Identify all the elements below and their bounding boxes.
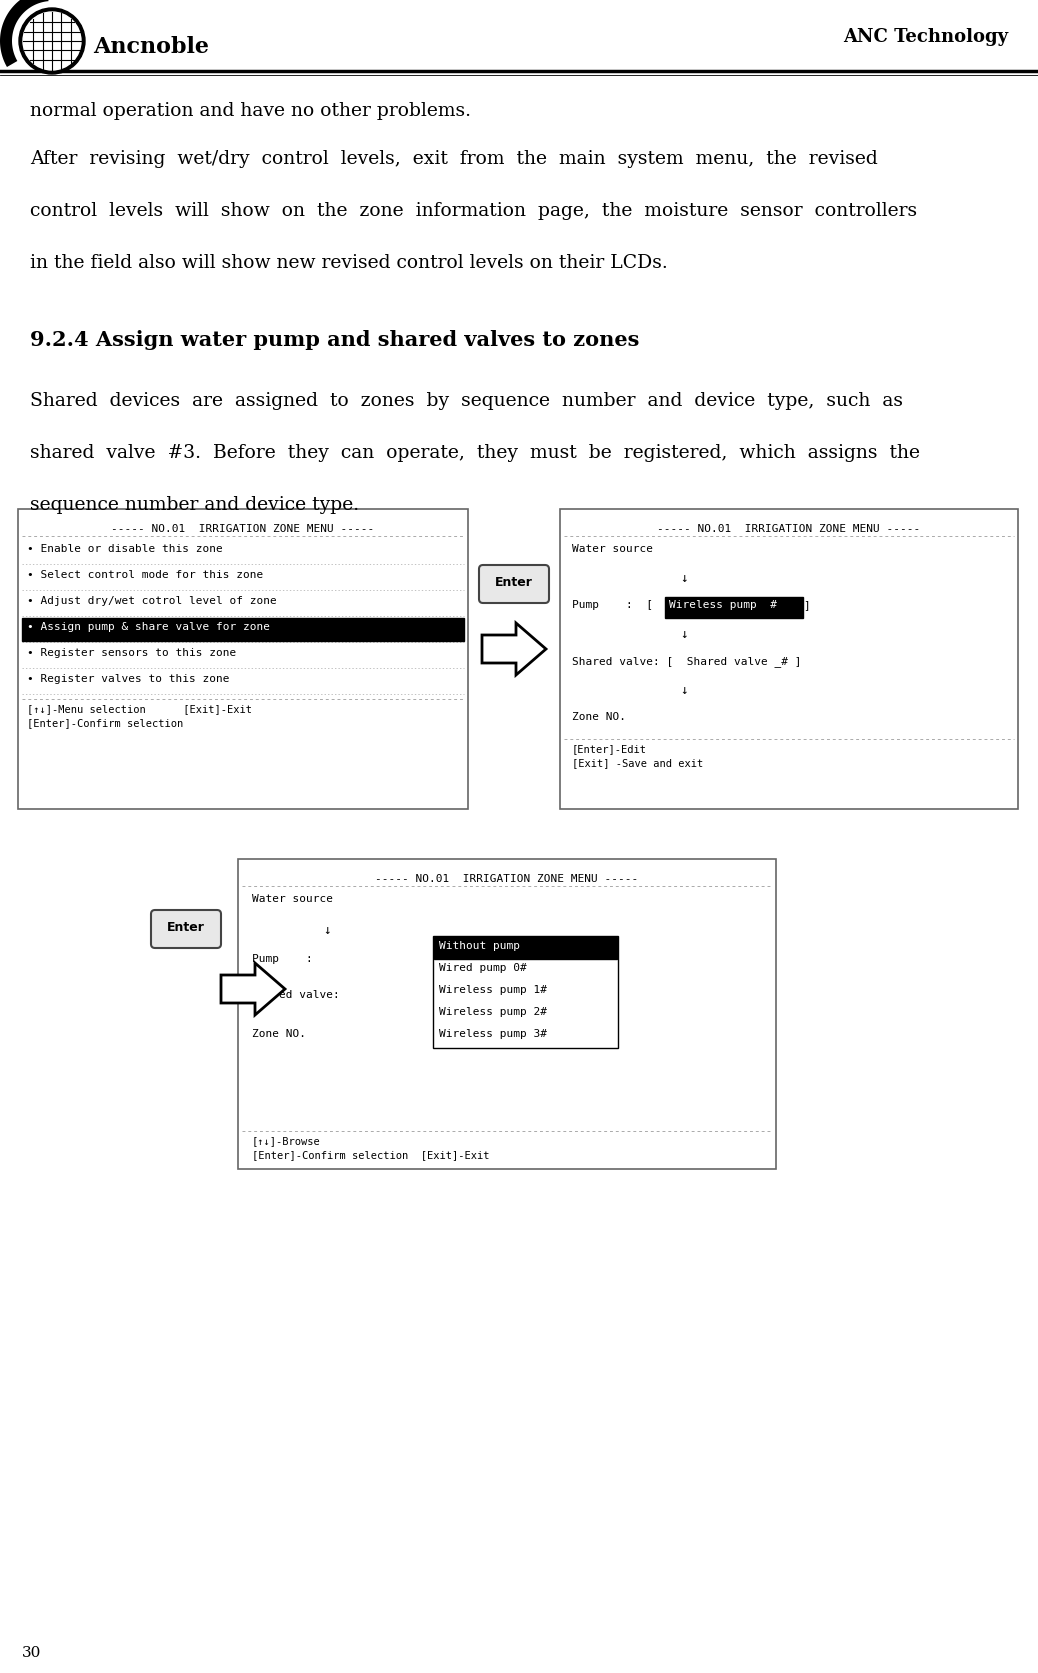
Text: control  levels  will  show  on  the  zone  information  page,  the  moisture  s: control levels will show on the zone inf… bbox=[30, 202, 918, 219]
Text: normal operation and have no other problems.: normal operation and have no other probl… bbox=[30, 102, 471, 120]
Text: 30: 30 bbox=[22, 1645, 42, 1660]
Bar bbox=[22, 619, 464, 642]
FancyBboxPatch shape bbox=[559, 510, 1018, 810]
Text: Wireless pump 2#: Wireless pump 2# bbox=[439, 1007, 547, 1017]
Text: sequence number and device type.: sequence number and device type. bbox=[30, 495, 359, 514]
Text: Shared  devices  are  assigned  to  zones  by  sequence  number  and  device  ty: Shared devices are assigned to zones by … bbox=[30, 391, 903, 410]
Text: • Adjust dry/wet cotrol level of zone: • Adjust dry/wet cotrol level of zone bbox=[27, 596, 277, 606]
Text: [Enter]-Edit: [Enter]-Edit bbox=[572, 743, 647, 753]
Text: ↓: ↓ bbox=[680, 572, 687, 584]
Polygon shape bbox=[482, 624, 546, 676]
Text: [Enter]-Confirm selection  [Exit]-Exit: [Enter]-Confirm selection [Exit]-Exit bbox=[252, 1149, 490, 1159]
Text: ↓: ↓ bbox=[680, 684, 687, 696]
Text: Pump    :: Pump : bbox=[252, 954, 312, 964]
Text: • Register sensors to this zone: • Register sensors to this zone bbox=[27, 647, 237, 657]
Text: Water source: Water source bbox=[572, 544, 653, 554]
Text: ----- NO.01  IRRIGATION ZONE MENU -----: ----- NO.01 IRRIGATION ZONE MENU ----- bbox=[376, 873, 638, 883]
FancyBboxPatch shape bbox=[151, 910, 221, 949]
Text: in the field also will show new revised control levels on their LCDs.: in the field also will show new revised … bbox=[30, 254, 667, 271]
Text: ANC Technology: ANC Technology bbox=[843, 28, 1008, 45]
Text: Wired pump 0#: Wired pump 0# bbox=[439, 962, 526, 972]
Text: ↓: ↓ bbox=[323, 923, 330, 937]
Text: • Enable or disable this zone: • Enable or disable this zone bbox=[27, 544, 223, 554]
Text: Ancnoble: Ancnoble bbox=[93, 37, 209, 59]
Text: Enter: Enter bbox=[167, 920, 204, 934]
Text: • Assign pump & share valve for zone: • Assign pump & share valve for zone bbox=[27, 622, 270, 632]
Text: Wireless pump 3#: Wireless pump 3# bbox=[439, 1029, 547, 1039]
Text: Zone NO.: Zone NO. bbox=[572, 711, 626, 721]
Text: ----- NO.01  IRRIGATION ZONE MENU -----: ----- NO.01 IRRIGATION ZONE MENU ----- bbox=[657, 524, 921, 534]
Bar bbox=[434, 937, 617, 959]
Text: [↑↓]-Menu selection      [Exit]-Exit: [↑↓]-Menu selection [Exit]-Exit bbox=[27, 704, 252, 714]
Text: Pump    :  [: Pump : [ bbox=[572, 599, 653, 609]
Bar bbox=[665, 597, 803, 619]
Text: • Register valves to this zone: • Register valves to this zone bbox=[27, 674, 229, 684]
Text: [Exit] -Save and exit: [Exit] -Save and exit bbox=[572, 758, 704, 768]
Text: After  revising  wet/dry  control  levels,  exit  from  the  main  system  menu,: After revising wet/dry control levels, e… bbox=[30, 151, 878, 167]
Text: [Enter]-Confirm selection: [Enter]-Confirm selection bbox=[27, 718, 184, 728]
Text: [↑↓]-Browse: [↑↓]-Browse bbox=[252, 1136, 321, 1146]
Text: Wireless pump  #: Wireless pump # bbox=[670, 599, 777, 609]
Polygon shape bbox=[221, 964, 285, 1016]
Text: Shared valve: [  Shared valve _# ]: Shared valve: [ Shared valve _# ] bbox=[572, 656, 801, 666]
Bar bbox=[433, 937, 618, 1049]
Text: Enter: Enter bbox=[495, 576, 532, 589]
Text: ]: ] bbox=[803, 599, 810, 609]
Text: ↓: ↓ bbox=[680, 627, 687, 641]
Text: • Select control mode for this zone: • Select control mode for this zone bbox=[27, 570, 264, 579]
Text: Shared valve:: Shared valve: bbox=[252, 989, 339, 999]
Text: 9.2.4 Assign water pump and shared valves to zones: 9.2.4 Assign water pump and shared valve… bbox=[30, 330, 639, 350]
FancyBboxPatch shape bbox=[479, 565, 549, 604]
FancyBboxPatch shape bbox=[238, 860, 776, 1169]
Polygon shape bbox=[0, 0, 49, 69]
Text: shared  valve  #3.  Before  they  can  operate,  they  must  be  registered,  wh: shared valve #3. Before they can operate… bbox=[30, 443, 920, 462]
Circle shape bbox=[23, 13, 81, 70]
Text: ----- NO.01  IRRIGATION ZONE MENU -----: ----- NO.01 IRRIGATION ZONE MENU ----- bbox=[111, 524, 375, 534]
Text: Zone NO.: Zone NO. bbox=[252, 1029, 306, 1039]
Text: Without pump: Without pump bbox=[439, 940, 520, 950]
FancyBboxPatch shape bbox=[18, 510, 468, 810]
Text: Wireless pump 1#: Wireless pump 1# bbox=[439, 984, 547, 994]
Circle shape bbox=[19, 8, 85, 75]
Text: Water source: Water source bbox=[252, 893, 333, 903]
